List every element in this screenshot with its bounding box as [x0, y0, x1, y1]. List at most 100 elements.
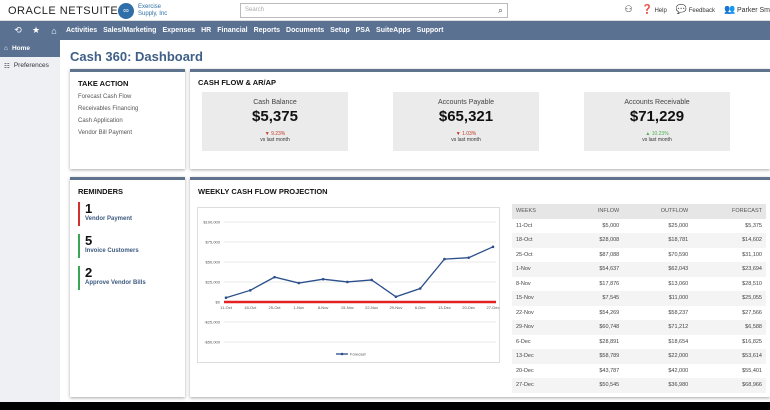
table-cell: $25,000 [668, 222, 689, 229]
kpi-card[interactable]: Cash Balance $5,375 ▼ 9.23% vs last month [202, 92, 348, 151]
column-header: WEEKS [512, 204, 567, 219]
table-cell: 15-Nov [512, 291, 567, 306]
data-point [273, 275, 276, 279]
reminder-label[interactable]: Invoice Customers [85, 248, 139, 254]
x-tick-label: 15-Nov [341, 305, 354, 310]
reminder-item[interactable]: 5 Invoice Customers [78, 234, 139, 258]
company-logo-icon: ∞ [118, 3, 134, 19]
nav-suiteapps[interactable]: SuiteApps [376, 27, 411, 34]
nav-expenses[interactable]: Expenses [162, 27, 196, 34]
nav-support[interactable]: Support [416, 27, 444, 34]
search-input[interactable]: Search ⌕ [240, 3, 508, 18]
reminder-item[interactable]: 1 Vendor Payment [78, 202, 132, 226]
kpi-sub: vs last month [451, 137, 481, 143]
table-row: 25-Oct $87,088 $70,590 $31,100 [512, 248, 766, 263]
kpi-card[interactable]: Accounts Payable $65,321 ▼ 1.03% vs last mo… [393, 92, 539, 151]
table-row: 11-Oct $5,000 $25,000 $5,375 [512, 219, 766, 234]
table-row: 18-Oct $28,008 $18,781 $14,602 [512, 233, 766, 248]
search-icon[interactable]: ⌕ [497, 5, 503, 15]
top-header: ORACLE NETSUITE ∞ Exercise Supply, Inc Se… [0, 0, 770, 21]
y-tick-label: $0 [216, 300, 221, 305]
projection-title: WEEKLY CASH FLOW PROJECTION [198, 187, 328, 196]
x-tick-label: 6-Dec [415, 305, 426, 310]
table-cell: 18-Oct [512, 233, 567, 248]
x-tick-label: 1-Nov [293, 305, 304, 310]
kpi-change: ▼ 1.03% [393, 131, 539, 137]
link-vendor-bill-payment[interactable]: Vendor Bill Payment [78, 130, 133, 136]
table-row: 27-Dec $50,545 $36,980 $68,966 [512, 378, 766, 393]
legend-marker-point [340, 352, 344, 356]
kpi-change: ▼ 9.23% [202, 131, 348, 137]
table-cell: $70,590 [668, 251, 689, 258]
help-label: Help [654, 8, 667, 14]
feedback-link[interactable]: 💬 Feedback [676, 4, 715, 15]
nav-documents[interactable]: Documents [286, 27, 325, 34]
table-cell: $50,545 [566, 378, 624, 393]
kpi-value: $65,321 [438, 108, 494, 125]
link-receivables-financing[interactable]: Receivables Financing [78, 106, 139, 112]
arrow-down-icon: ▼ [264, 131, 270, 137]
nav-setup[interactable]: Setup [330, 27, 350, 34]
reminders-title: REMINDERS [78, 187, 124, 196]
nav-hr[interactable]: HR [201, 27, 212, 34]
table-row: 22-Nov $54,269 $58,237 $27,566 [512, 306, 766, 321]
reminder-label[interactable]: Vendor Payment [85, 216, 133, 222]
home-icon[interactable]: ⌂ [51, 25, 57, 36]
user-menu[interactable]: 👥 Parker Sm [724, 4, 770, 15]
table-cell: $25,055 [692, 291, 766, 306]
table-row: 13-Dec $58,789 $22,000 $53,614 [512, 349, 766, 364]
x-tick-label: 11-Oct [220, 305, 233, 310]
nav-financial[interactable]: Financial [217, 27, 248, 34]
data-point [418, 287, 422, 290]
netsuite-logo[interactable]: ORACLE NETSUITE [8, 5, 119, 17]
recent-icon[interactable]: ⟲ [14, 25, 22, 35]
recent-records-icon[interactable]: ⚇ [624, 4, 633, 14]
table-row: 20-Dec $43,787 $42,000 $55,401 [512, 364, 766, 379]
nav-psa[interactable]: PSA [355, 27, 371, 34]
take-action-panel: TAKE ACTION Forecast Cash Flow Receivabl… [70, 69, 185, 169]
x-tick-label: 18-Oct [244, 305, 257, 310]
y-tick-label: -$25,000 [204, 320, 221, 325]
y-tick-label: -$50,000 [204, 340, 221, 345]
table-cell: $28,891 [599, 338, 620, 345]
kpi-card[interactable]: Accounts Receivable $71,229 ▲ 10.23% vs las… [584, 92, 730, 151]
company-name: Exercise Supply, Inc [138, 4, 168, 17]
nav-sales-marketing[interactable]: Sales/Marketing [103, 27, 157, 34]
link-cash-application[interactable]: Cash Application [78, 118, 123, 124]
table-cell: 13-Dec [512, 349, 567, 364]
table-cell: 8-Nov [516, 280, 531, 287]
sidebar-item-home[interactable]: ⌂ Home [0, 40, 60, 57]
table-cell: 6-Dec [516, 338, 531, 345]
star-icon[interactable]: ★ [31, 25, 41, 35]
data-point [370, 278, 373, 282]
reminder-label[interactable]: Approve Vendor Bills [85, 280, 146, 286]
table-cell: $55,401 [742, 367, 762, 374]
help-link[interactable]: ❓ Help [642, 4, 667, 15]
table-cell: $18,654 [668, 338, 689, 345]
table-cell: $53,614 [692, 349, 766, 364]
sidebar-item-preferences[interactable]: ☷ Preferences [0, 57, 60, 74]
reminders-panel: REMINDERS 1 Vendor Payment 5 Invoice Custom… [70, 177, 185, 397]
table-cell: $13,060 [668, 280, 689, 287]
x-tick-label: 29-Nov [389, 305, 402, 310]
table-cell: $23,694 [692, 262, 766, 277]
link-forecast-cash-flow[interactable]: Forecast Cash Flow [78, 94, 132, 100]
table-cell: $58,237 [668, 309, 689, 316]
data-point [491, 245, 495, 249]
kpi-change: ▲ 10.23% [584, 131, 730, 137]
main-nav: ⟲ ★ ⌂ Activities Sales/Marketing Expenses H… [0, 21, 770, 40]
table-cell: $27,566 [742, 309, 762, 316]
table-cell: $43,787 [599, 367, 620, 374]
reminder-item[interactable]: 2 Approve Vendor Bills [78, 266, 146, 290]
sidebar-item-label: Home [11, 45, 30, 52]
nav-activities[interactable]: Activities [66, 27, 98, 34]
kpi-label: Accounts Receivable [624, 99, 690, 106]
search-placeholder: Search [245, 7, 265, 13]
table-cell: $17,876 [599, 280, 620, 287]
arrow-down-icon: ▼ [455, 131, 461, 137]
table-row: 6-Dec $28,891 $18,654 $16,825 [512, 335, 766, 350]
table-cell: $28,510 [742, 280, 762, 287]
nav-reports[interactable]: Reports [253, 27, 281, 34]
table-cell: $14,602 [692, 233, 766, 248]
data-point [297, 281, 301, 285]
